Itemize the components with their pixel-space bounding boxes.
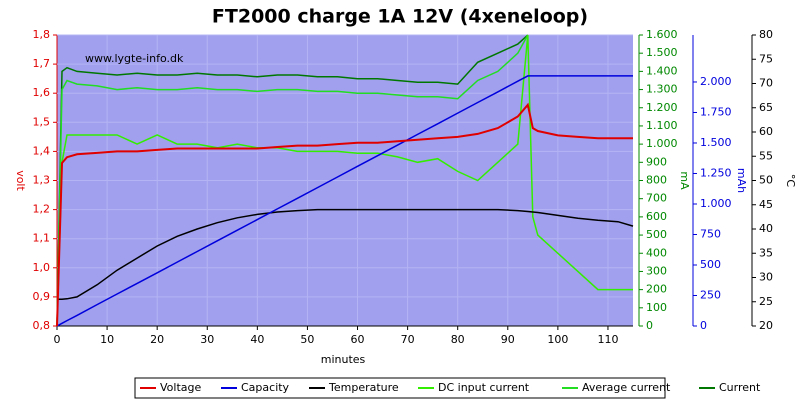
legend-label: Temperature: [328, 381, 399, 394]
y-tick-label: 1.500: [646, 46, 678, 59]
legend-box: [134, 377, 666, 399]
y-tick-label: 1.750: [700, 105, 732, 118]
x-tick-label: 40: [250, 333, 264, 346]
y-tick-label: 500: [646, 228, 667, 241]
series-line: [56, 34, 529, 327]
y-tick-label: 0,8: [33, 319, 51, 332]
series-line: [56, 102, 633, 327]
y-tick-label: 0: [700, 319, 707, 332]
y-tick-label: 900: [646, 155, 667, 168]
y-tick-label: 1,2: [33, 203, 51, 216]
y-tick-label: 70: [759, 77, 773, 90]
x-tick-label: 110: [597, 333, 618, 346]
y-tick-label: 1.500: [700, 136, 732, 149]
y-tick-label: 1,7: [33, 57, 51, 70]
y-tick-label: 55: [759, 149, 773, 162]
y-tick-label: 50: [759, 174, 773, 187]
y-tick-label: 800: [646, 174, 667, 187]
y-tick-label: 500: [700, 258, 721, 271]
y-tick-label: 1.600: [646, 28, 678, 41]
series-line: [56, 34, 633, 327]
y-tick-label: 45: [759, 198, 773, 211]
series-line: [56, 75, 633, 327]
y-tick-label: 1,4: [33, 144, 51, 157]
y-tick-label: 300: [646, 264, 667, 277]
x-axis-label: minutes: [321, 353, 366, 366]
y-tick-label: 30: [759, 271, 773, 284]
y-tick-label: 25: [759, 295, 773, 308]
y-tick-label: 750: [700, 227, 721, 240]
x-tick-label: 10: [100, 333, 114, 346]
axis-label: mA: [678, 171, 691, 190]
y-tick-label: 200: [646, 283, 667, 296]
x-tick-label: 30: [200, 333, 214, 346]
y-tick-label: 1,6: [33, 86, 51, 99]
series-line: [57, 208, 634, 301]
y-tick-label: 40: [759, 222, 773, 235]
y-tick-label: 0,9: [33, 290, 51, 303]
y-tick-label: 700: [646, 192, 667, 205]
axis-label: mAh: [735, 168, 748, 193]
legend-label: DC input current: [438, 381, 530, 394]
legend-label: Voltage: [160, 381, 201, 394]
y-tick-label: 250: [700, 288, 721, 301]
x-tick-label: 70: [401, 333, 415, 346]
legend-label: Capacity: [241, 381, 290, 394]
y-tick-label: 35: [759, 246, 773, 259]
axis-label: °C: [784, 174, 797, 188]
y-tick-label: 1.200: [646, 101, 678, 114]
x-tick-label: 80: [451, 333, 465, 346]
x-tick-label: 100: [547, 333, 568, 346]
y-tick-label: 65: [759, 101, 773, 114]
y-tick-label: 1.400: [646, 64, 678, 77]
y-tick-label: 1,0: [33, 261, 51, 274]
y-tick-label: 1.000: [700, 197, 732, 210]
y-tick-label: 1,8: [33, 28, 51, 41]
chart-title: FT2000 charge 1A 12V (4xeneloop): [212, 6, 588, 28]
x-tick-label: 60: [351, 333, 365, 346]
y-tick-label: 2.000: [700, 75, 732, 88]
y-tick-label: 1.100: [646, 119, 678, 132]
x-tick-label: 90: [501, 333, 515, 346]
y-tick-label: 600: [646, 210, 667, 223]
y-tick-label: 1,1: [33, 232, 51, 245]
x-tick-label: 20: [150, 333, 164, 346]
y-tick-label: 80: [759, 28, 773, 41]
legend-label: Current: [719, 381, 761, 394]
y-tick-label: 400: [646, 246, 667, 259]
y-tick-label: 20: [759, 319, 773, 332]
y-tick-label: 60: [759, 125, 773, 138]
y-tick-label: 1.000: [646, 137, 678, 150]
x-tick-label: 0: [54, 333, 61, 346]
y-tick-label: 100: [646, 301, 667, 314]
axis-label: volt: [14, 170, 27, 191]
legend-label: Average current: [582, 381, 671, 394]
y-tick-label: 0: [646, 319, 653, 332]
series-line: [56, 34, 529, 327]
annotation: www.lygte-info.dk: [85, 52, 184, 65]
y-tick-label: 1.300: [646, 83, 678, 96]
y-tick-label: 1,5: [33, 115, 51, 128]
y-tick-label: 1.250: [700, 166, 732, 179]
x-tick-label: 50: [300, 333, 314, 346]
y-tick-label: 75: [759, 52, 773, 65]
y-tick-label: 1,3: [33, 174, 51, 187]
